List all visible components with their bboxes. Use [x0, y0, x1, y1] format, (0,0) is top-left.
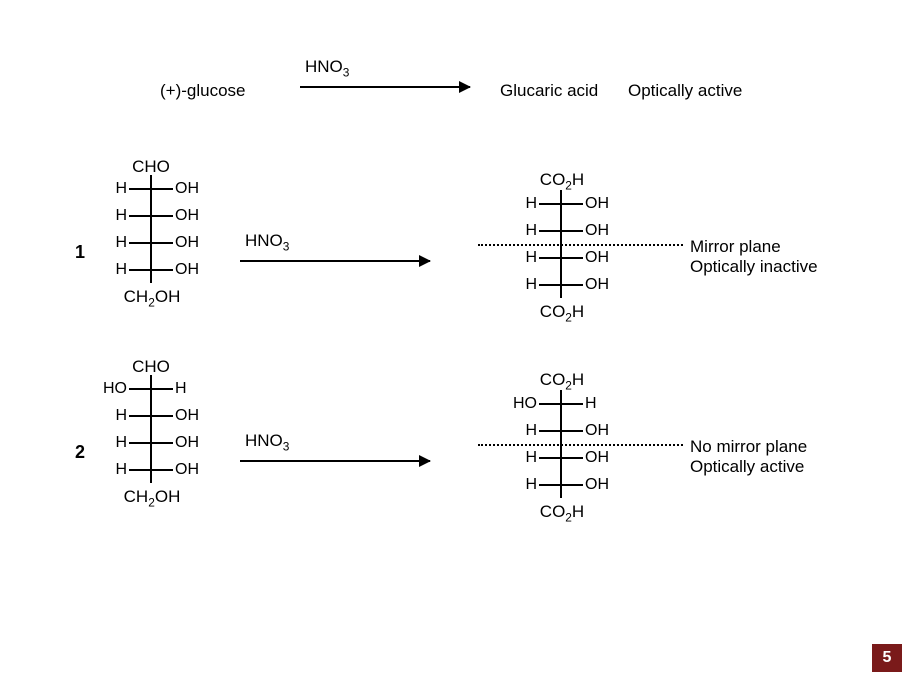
substituent-right: OH: [175, 261, 199, 279]
substituent-left: H: [525, 422, 537, 440]
page-number-badge: 5: [872, 644, 902, 672]
fischer-reactant-1: CHO HOHHOHHOHHOH CH2OH: [150, 175, 152, 283]
substituent-left: H: [525, 276, 537, 294]
row1-mirror-line: [478, 244, 683, 246]
substituent-left: H: [115, 434, 127, 452]
substituent-left: H: [525, 195, 537, 213]
substituent-left: H: [115, 234, 127, 252]
r1-reactant-bottom: CH2OH: [120, 287, 184, 309]
row2-mirror-line: [478, 444, 683, 446]
substituent-left: H: [115, 180, 127, 198]
row2-note1: No mirror plane: [690, 438, 807, 455]
substituent-left: H: [525, 249, 537, 267]
substituent-right: OH: [585, 422, 609, 440]
substituent-right: OH: [585, 249, 609, 267]
r2-product-top: CO2H: [536, 370, 588, 392]
slide-stage: (+)-glucose HNO3 Glucaric acid Optically…: [0, 0, 920, 690]
substituent-right: OH: [175, 461, 199, 479]
substituent-left: H: [525, 222, 537, 240]
r1-reactant-top: CHO: [130, 157, 172, 177]
substituent-left: H: [115, 261, 127, 279]
substituent-left: H: [525, 449, 537, 467]
row2-arrow: [240, 460, 430, 462]
substituent-left: H: [115, 207, 127, 225]
row1-arrow: [240, 260, 430, 262]
substituent-left: HO: [103, 380, 127, 398]
top-reactant: (+)-glucose: [160, 82, 246, 99]
substituent-left: H: [115, 461, 127, 479]
row-label-1: 1: [75, 242, 85, 263]
top-arrow: [300, 86, 470, 88]
row1-note2: Optically inactive: [690, 258, 818, 275]
r1-product-bottom: CO2H: [536, 302, 588, 324]
substituent-left: H: [525, 476, 537, 494]
substituent-right: H: [585, 395, 597, 413]
substituent-right: OH: [585, 222, 609, 240]
top-note: Optically active: [628, 82, 742, 99]
row2-note2: Optically active: [690, 458, 804, 475]
r2-reactant-top: CHO: [130, 357, 172, 377]
substituent-right: OH: [175, 434, 199, 452]
r1-product-top: CO2H: [536, 170, 588, 192]
r2-reactant-bottom: CH2OH: [120, 487, 184, 509]
substituent-right: OH: [585, 195, 609, 213]
substituent-right: OH: [175, 180, 199, 198]
substituent-right: OH: [175, 234, 199, 252]
substituent-right: OH: [585, 449, 609, 467]
row2-reagent: HNO3: [245, 432, 289, 453]
substituent-left: HO: [513, 395, 537, 413]
row1-reagent: HNO3: [245, 232, 289, 253]
substituent-right: H: [175, 380, 187, 398]
substituent-right: OH: [175, 407, 199, 425]
substituent-right: OH: [175, 207, 199, 225]
substituent-right: OH: [585, 476, 609, 494]
substituent-left: H: [115, 407, 127, 425]
r2-product-bottom: CO2H: [536, 502, 588, 524]
top-reagent: HNO3: [305, 58, 349, 79]
fischer-reactant-2: CHO HOHHOHHOHHOH CH2OH: [150, 375, 152, 483]
row1-note1: Mirror plane: [690, 238, 781, 255]
top-product: Glucaric acid: [500, 82, 598, 99]
row-label-2: 2: [75, 442, 85, 463]
substituent-right: OH: [585, 276, 609, 294]
